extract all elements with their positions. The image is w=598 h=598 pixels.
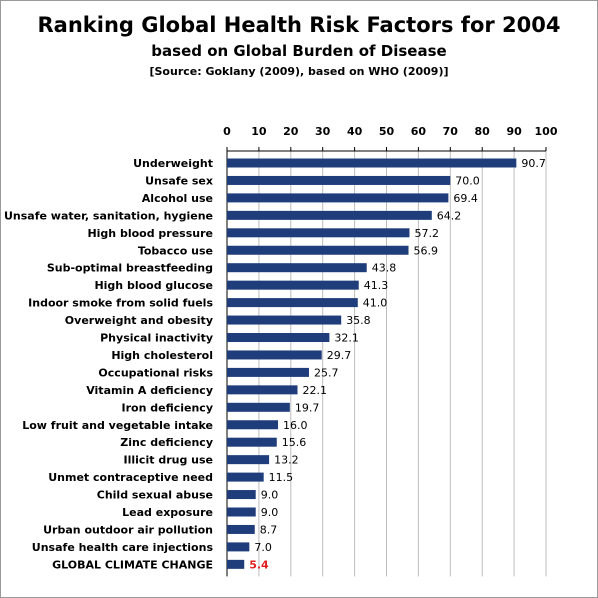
data-label: 19.7: [295, 401, 320, 414]
bar: [227, 245, 409, 255]
bar: [227, 280, 359, 290]
x-tick-label: 30: [315, 125, 331, 138]
bar: [227, 350, 322, 360]
category-label: Low fruit and vegetable intake: [22, 419, 213, 432]
category-label: Vitamin A deficiency: [86, 384, 213, 397]
bar: [227, 472, 264, 482]
category-label: Unmet contraceptive need: [48, 471, 213, 484]
bar: [227, 367, 309, 377]
x-tick-label: 50: [379, 125, 395, 138]
category-label: High blood pressure: [87, 227, 213, 240]
data-label: 57.2: [414, 227, 439, 240]
chart-title: Ranking Global Health Risk Factors for 2…: [37, 13, 561, 37]
bar: [227, 490, 256, 500]
data-label: 56.9: [414, 244, 439, 257]
x-tick-label: 60: [411, 125, 427, 138]
bar: [227, 298, 358, 308]
category-label: Sub-optimal breastfeeding: [47, 262, 213, 275]
x-tick-label: 0: [223, 125, 231, 138]
category-label: Illicit drug use: [124, 454, 213, 467]
x-tick-label: 80: [475, 125, 491, 138]
category-label: Indoor smoke from solid fuels: [28, 297, 213, 310]
category-label: Iron deficiency: [122, 401, 214, 414]
data-label: 32.1: [334, 332, 359, 345]
bar: [227, 210, 432, 220]
data-label: 90.7: [521, 157, 546, 170]
data-label: 16.0: [283, 419, 308, 432]
data-label: 70.0: [455, 174, 480, 187]
data-label: 15.6: [282, 436, 307, 449]
bar: [227, 175, 451, 185]
category-label: Tobacco use: [138, 244, 213, 257]
bar: [227, 455, 270, 465]
data-label: 25.7: [314, 366, 339, 379]
data-label: 41.3: [364, 279, 389, 292]
bar: [227, 507, 256, 517]
data-label: 9.0: [261, 506, 279, 519]
category-label: High blood glucose: [94, 279, 213, 292]
data-label: 35.8: [346, 314, 371, 327]
data-label: 29.7: [327, 349, 352, 362]
x-tick-label: 100: [535, 125, 558, 138]
category-label: Child sexual abuse: [97, 489, 213, 502]
x-tick-label: 10: [251, 125, 267, 138]
bar: [227, 315, 342, 325]
category-label: Underweight: [133, 157, 213, 170]
x-tick-label: 20: [283, 125, 299, 138]
category-label: Overweight and obesity: [65, 314, 213, 327]
data-label: 8.7: [260, 523, 278, 536]
data-label: 64.2: [437, 209, 462, 222]
bar: [227, 402, 290, 412]
data-label: 13.2: [274, 454, 299, 467]
bar: [227, 437, 277, 447]
category-label: Occupational risks: [98, 366, 213, 379]
bar: [227, 333, 330, 342]
data-label: 69.4: [453, 192, 478, 205]
category-label: Physical inactivity: [100, 332, 213, 345]
category-label: GLOBAL CLIMATE CHANGE: [52, 558, 213, 571]
data-label: 22.1: [302, 384, 327, 397]
bar: [227, 263, 367, 273]
category-label: Urban outdoor air pollution: [43, 523, 213, 536]
bar: [227, 158, 517, 168]
data-label: 9.0: [261, 489, 279, 502]
bar: [227, 193, 449, 203]
data-label: 43.8: [372, 262, 397, 275]
x-tick-label: 90: [506, 125, 522, 138]
data-label: 11.5: [269, 471, 294, 484]
data-label: 5.4: [249, 558, 269, 571]
bar: [227, 542, 250, 552]
bar: [227, 420, 279, 430]
data-label: 7.0: [254, 541, 272, 554]
bar: [227, 524, 255, 534]
category-label: Lead exposure: [122, 506, 213, 519]
chart-source: [Source: Goklany (2009), based on WHO (2…: [149, 65, 449, 78]
bar: [227, 228, 410, 238]
bar: [227, 559, 245, 569]
category-label: Unsafe water, sanitation, hygiene: [4, 209, 213, 222]
category-label: Zinc deficiency: [120, 436, 213, 449]
x-tick-label: 40: [347, 125, 363, 138]
category-label: Unsafe health care injections: [32, 541, 214, 554]
category-label: Unsafe sex: [145, 174, 213, 187]
x-tick-label: 70: [443, 125, 459, 138]
data-label: 41.0: [363, 297, 388, 310]
category-label: Alcohol use: [142, 192, 213, 205]
chart-subtitle: based on Global Burden of Disease: [151, 42, 447, 60]
category-label: High cholesterol: [111, 349, 213, 362]
bar: [227, 385, 298, 395]
